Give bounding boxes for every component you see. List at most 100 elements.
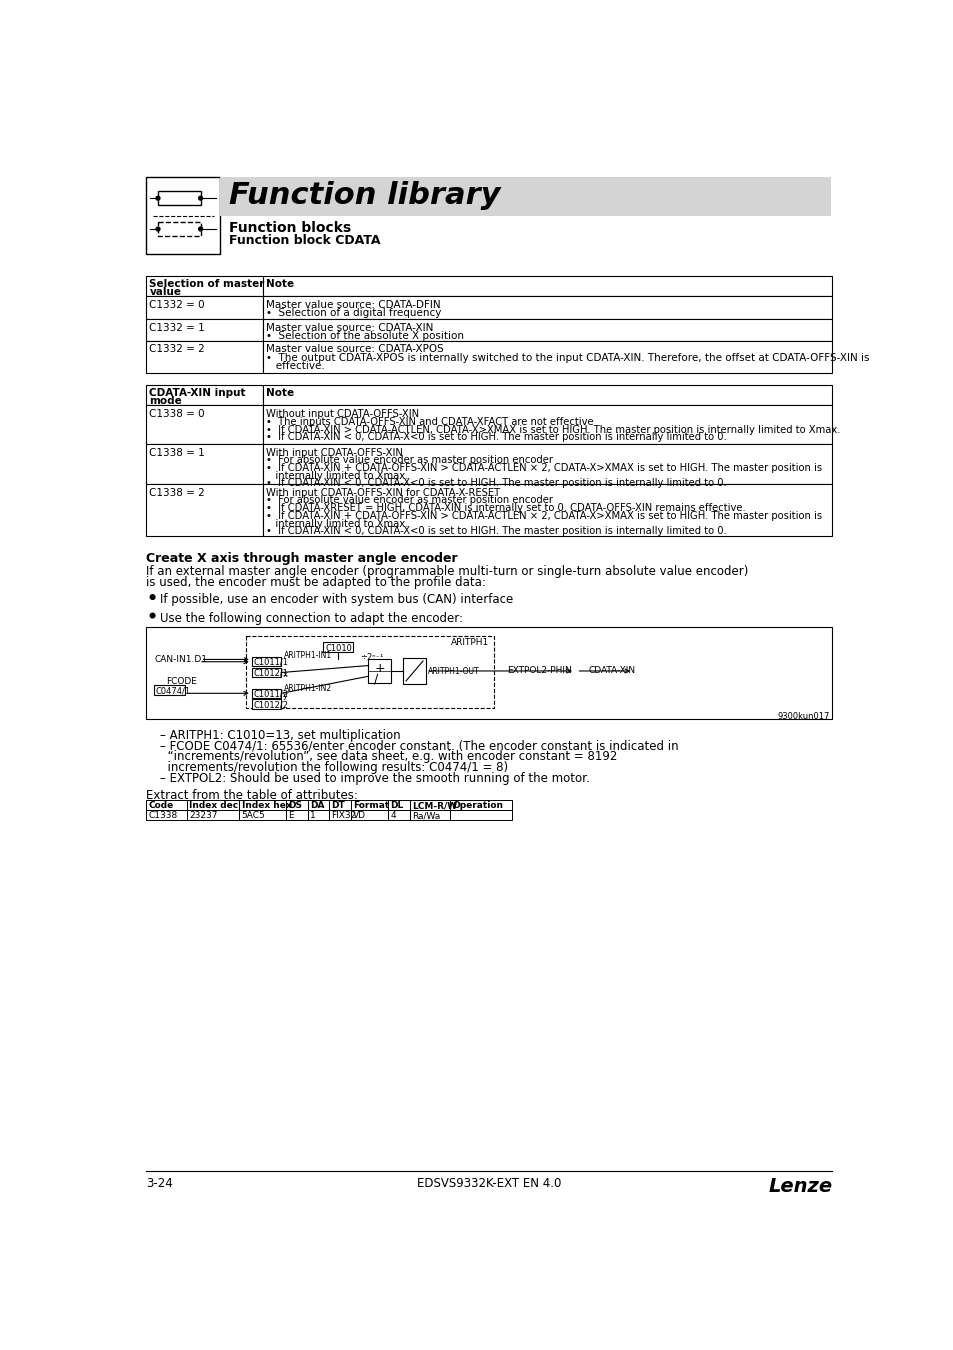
Text: Note: Note — [266, 279, 294, 289]
Text: EDSVS9332K-EXT EN 4.0: EDSVS9332K-EXT EN 4.0 — [416, 1177, 560, 1189]
Text: Extract from the table of attributes:: Extract from the table of attributes: — [146, 788, 358, 802]
Text: CDATA-XIN: CDATA-XIN — [587, 667, 635, 675]
Bar — [262, 275, 831, 296]
Bar — [410, 799, 450, 810]
Text: FIX32: FIX32 — [332, 811, 356, 819]
Text: VD: VD — [353, 811, 366, 819]
Circle shape — [198, 227, 202, 231]
Bar — [368, 659, 391, 683]
Bar — [307, 810, 329, 821]
Text: Operation: Operation — [452, 801, 503, 810]
Bar — [329, 810, 351, 821]
Bar — [252, 657, 281, 667]
Text: Create X axis through master angle encoder: Create X axis through master angle encod… — [146, 552, 457, 564]
Bar — [146, 385, 262, 405]
Text: Note: Note — [266, 389, 294, 398]
Text: internally limited to Xmax.: internally limited to Xmax. — [266, 471, 408, 481]
Bar — [239, 799, 286, 810]
Text: ARITPH1: ARITPH1 — [451, 637, 489, 647]
Bar — [262, 319, 831, 340]
Text: – ARITPH1: C1010=13, set multiplication: – ARITPH1: C1010=13, set multiplication — [160, 729, 400, 741]
Text: Code: Code — [149, 801, 173, 810]
Text: 23237: 23237 — [189, 811, 217, 819]
Bar — [252, 688, 281, 698]
Bar — [158, 221, 200, 236]
Bar — [450, 810, 512, 821]
Bar — [146, 628, 831, 720]
Bar — [146, 340, 262, 373]
Text: ÷2ⁿ⁻¹: ÷2ⁿ⁻¹ — [360, 653, 383, 663]
Text: C1332 = 1: C1332 = 1 — [150, 323, 205, 333]
Bar — [351, 810, 388, 821]
Bar — [307, 799, 329, 810]
Text: If possible, use an encoder with system bus (CAN) interface: If possible, use an encoder with system … — [160, 593, 513, 606]
Text: 5AC5: 5AC5 — [241, 811, 265, 819]
Text: CAN-IN1.D1: CAN-IN1.D1 — [154, 655, 207, 664]
Bar — [262, 385, 831, 405]
Text: C1338: C1338 — [149, 811, 178, 819]
Text: •  If CDATA-XIN > CDATA-ACTLEN, CDATA-X>XMAX is set to HIGH. The master position: • If CDATA-XIN > CDATA-ACTLEN, CDATA-X>X… — [266, 424, 840, 435]
Bar — [252, 668, 281, 678]
Bar — [262, 483, 831, 536]
Text: With input CDATA-OFFS-XIN for CDATA-X-RESET: With input CDATA-OFFS-XIN for CDATA-X-RE… — [266, 487, 499, 498]
Text: Without input CDATA-OFFS-XIN: Without input CDATA-OFFS-XIN — [266, 409, 418, 418]
Bar — [146, 799, 187, 810]
Text: 4: 4 — [390, 811, 395, 819]
Text: Index hex: Index hex — [241, 801, 291, 810]
Text: Function library: Function library — [229, 181, 500, 211]
Circle shape — [156, 196, 160, 200]
Text: C1010: C1010 — [325, 644, 352, 653]
Text: C1012/1: C1012/1 — [253, 668, 288, 678]
Text: LCM-R/W: LCM-R/W — [412, 801, 456, 810]
Bar — [146, 405, 262, 444]
Text: increments/revolution the following results: C0474/1 = 8): increments/revolution the following resu… — [160, 761, 508, 774]
Text: Index dec: Index dec — [189, 801, 238, 810]
Text: DA: DA — [310, 801, 324, 810]
Text: Function blocks: Function blocks — [229, 221, 351, 235]
Text: is used, the encoder must be adapted to the profile data:: is used, the encoder must be adapted to … — [146, 576, 486, 589]
Text: 9300kun017: 9300kun017 — [778, 711, 829, 721]
Circle shape — [150, 613, 154, 618]
Text: y: y — [282, 691, 288, 701]
Text: Master value source: CDATA-DFIN: Master value source: CDATA-DFIN — [266, 300, 440, 310]
Bar — [146, 810, 187, 821]
Bar — [262, 296, 831, 319]
Bar — [351, 799, 388, 810]
Text: •  If CDATA-XIN + CDATA-OFFS-XIN > CDATA-ACTLEN × 2, CDATA-X>XMAX is set to HIGH: • If CDATA-XIN + CDATA-OFFS-XIN > CDATA-… — [266, 463, 821, 472]
Circle shape — [156, 227, 160, 231]
Text: •  For absolute value encoder as master position encoder: • For absolute value encoder as master p… — [266, 495, 552, 505]
Text: C1012/2: C1012/2 — [253, 701, 288, 709]
Text: •  The output CDATA-XPOS is internally switched to the input CDATA-XIN. Therefor: • The output CDATA-XPOS is internally sw… — [266, 352, 868, 363]
Text: effective.: effective. — [266, 362, 324, 371]
Text: Lenze: Lenze — [767, 1177, 831, 1196]
Text: Ra/Wa: Ra/Wa — [412, 811, 440, 819]
Text: C1011/2: C1011/2 — [253, 690, 288, 698]
Text: Selection of master: Selection of master — [150, 279, 265, 289]
Text: If an external master angle encoder (programmable multi-turn or single-turn abso: If an external master angle encoder (pro… — [146, 566, 748, 579]
Text: – EXTPOL2: Should be used to improve the smooth running of the motor.: – EXTPOL2: Should be used to improve the… — [160, 772, 590, 784]
Text: C1332 = 2: C1332 = 2 — [150, 344, 205, 355]
Text: FCODE: FCODE — [166, 678, 196, 686]
Bar — [262, 405, 831, 444]
Bar — [187, 810, 239, 821]
Text: “increments/revolution”, see data sheet, e.g. with encoder constant = 8192: “increments/revolution”, see data sheet,… — [160, 751, 617, 763]
Text: Master value source: CDATA-XIN: Master value source: CDATA-XIN — [266, 323, 433, 333]
Text: +: + — [374, 662, 384, 675]
Bar — [146, 275, 262, 296]
Text: 1: 1 — [310, 811, 315, 819]
Text: •  If CDATA-XRESET = HIGH, CDATA-XIN is internally set to 0. CDATA-OFFS-XIN rema: • If CDATA-XRESET = HIGH, CDATA-XIN is i… — [266, 504, 744, 513]
Bar — [187, 799, 239, 810]
Text: C0474/1: C0474/1 — [155, 686, 191, 695]
Text: CDATA-XIN input: CDATA-XIN input — [150, 389, 246, 398]
Text: ARITPH1-OUT: ARITPH1-OUT — [427, 667, 478, 676]
Bar — [262, 340, 831, 373]
Text: – FCODE C0474/1: 65536/enter encoder constant. (The encoder constant is indicate: – FCODE C0474/1: 65536/enter encoder con… — [160, 740, 679, 752]
Text: •  Selection of the absolute X position: • Selection of the absolute X position — [266, 331, 463, 342]
Text: DL: DL — [390, 801, 403, 810]
Circle shape — [150, 595, 154, 599]
Text: •  For absolute value encoder as master position encoder: • For absolute value encoder as master p… — [266, 455, 552, 466]
Text: 3-24: 3-24 — [146, 1177, 172, 1189]
Bar — [146, 177, 220, 254]
Text: C1332 = 0: C1332 = 0 — [150, 300, 205, 310]
Text: •  If CDATA-XIN < 0, CDATA-X<0 is set to HIGH. The master position is internally: • If CDATA-XIN < 0, CDATA-X<0 is set to … — [266, 432, 726, 443]
